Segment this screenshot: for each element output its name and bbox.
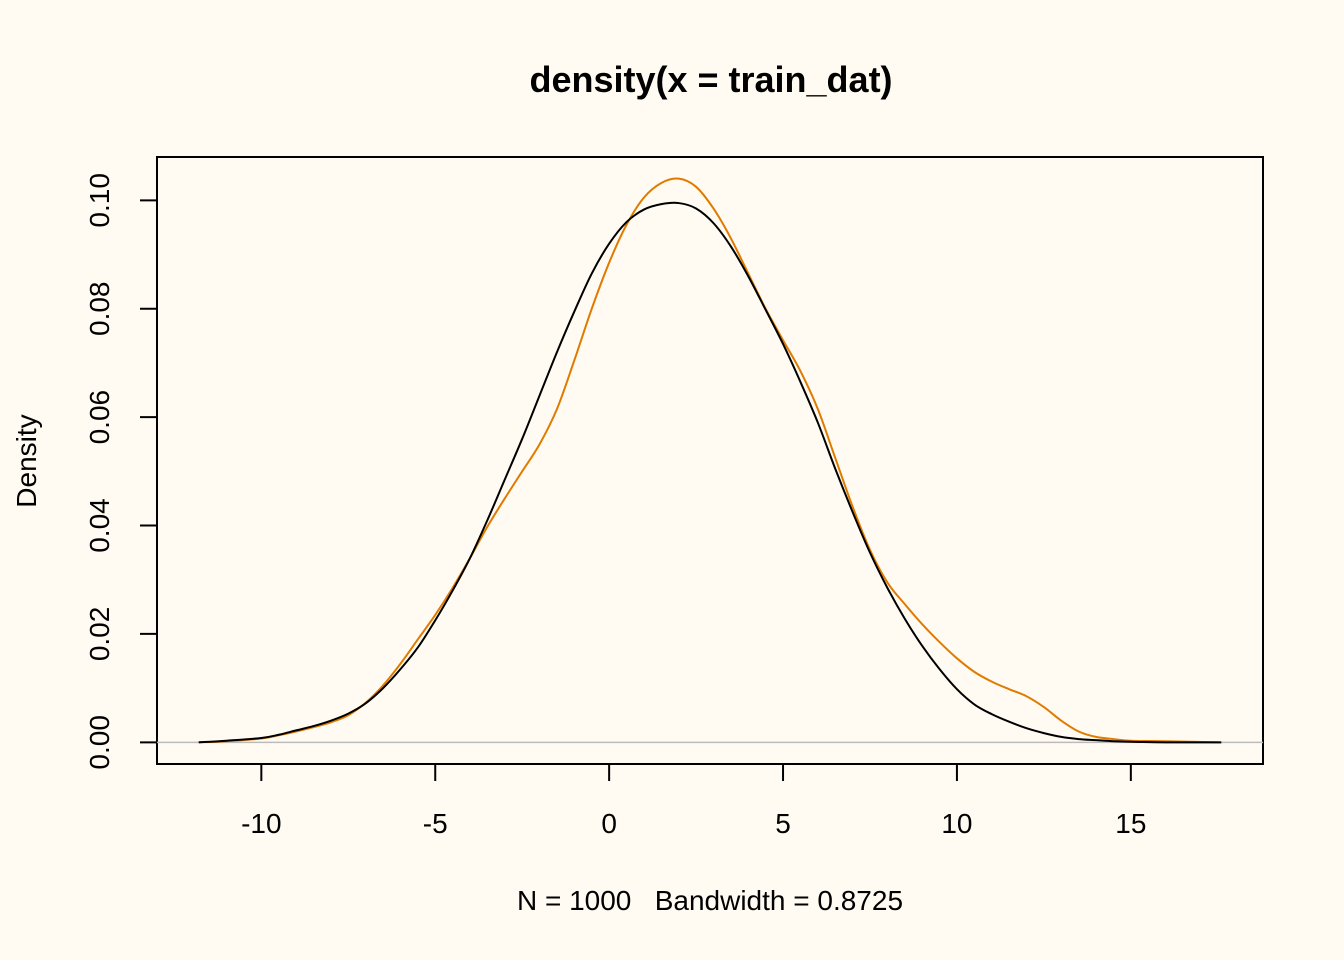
density-curve-1: [198, 177, 1222, 744]
y-tick-label: 0.02: [84, 607, 115, 662]
plot-frame: [156, 156, 1264, 765]
x-tick-label: 0: [601, 808, 617, 839]
x-axis: -10 -5 0 5 10 15: [241, 763, 1146, 839]
density-curve-2: [198, 201, 1222, 744]
y-tick-label: 0.10: [84, 173, 115, 228]
y-tick-label: 0.08: [84, 282, 115, 337]
x-tick-label: 10: [941, 808, 972, 839]
y-tick-label: 0.04: [84, 498, 115, 553]
y-axis: 0.00 0.02 0.04 0.06 0.08 0.10: [84, 173, 158, 770]
x-tick-label: -10: [241, 808, 281, 839]
x-tick-label: 15: [1115, 808, 1146, 839]
y-tick-label: 0.00: [84, 715, 115, 770]
y-tick-label: 0.06: [84, 390, 115, 445]
series-layer: [198, 177, 1222, 744]
y-axis-label: Density: [11, 414, 42, 507]
x-axis-label: N = 1000 Bandwidth = 0.8725: [517, 885, 903, 916]
x-tick-label: 5: [775, 808, 791, 839]
chart-title: density(x = train_dat): [529, 59, 892, 100]
x-tick-label: -5: [423, 808, 448, 839]
